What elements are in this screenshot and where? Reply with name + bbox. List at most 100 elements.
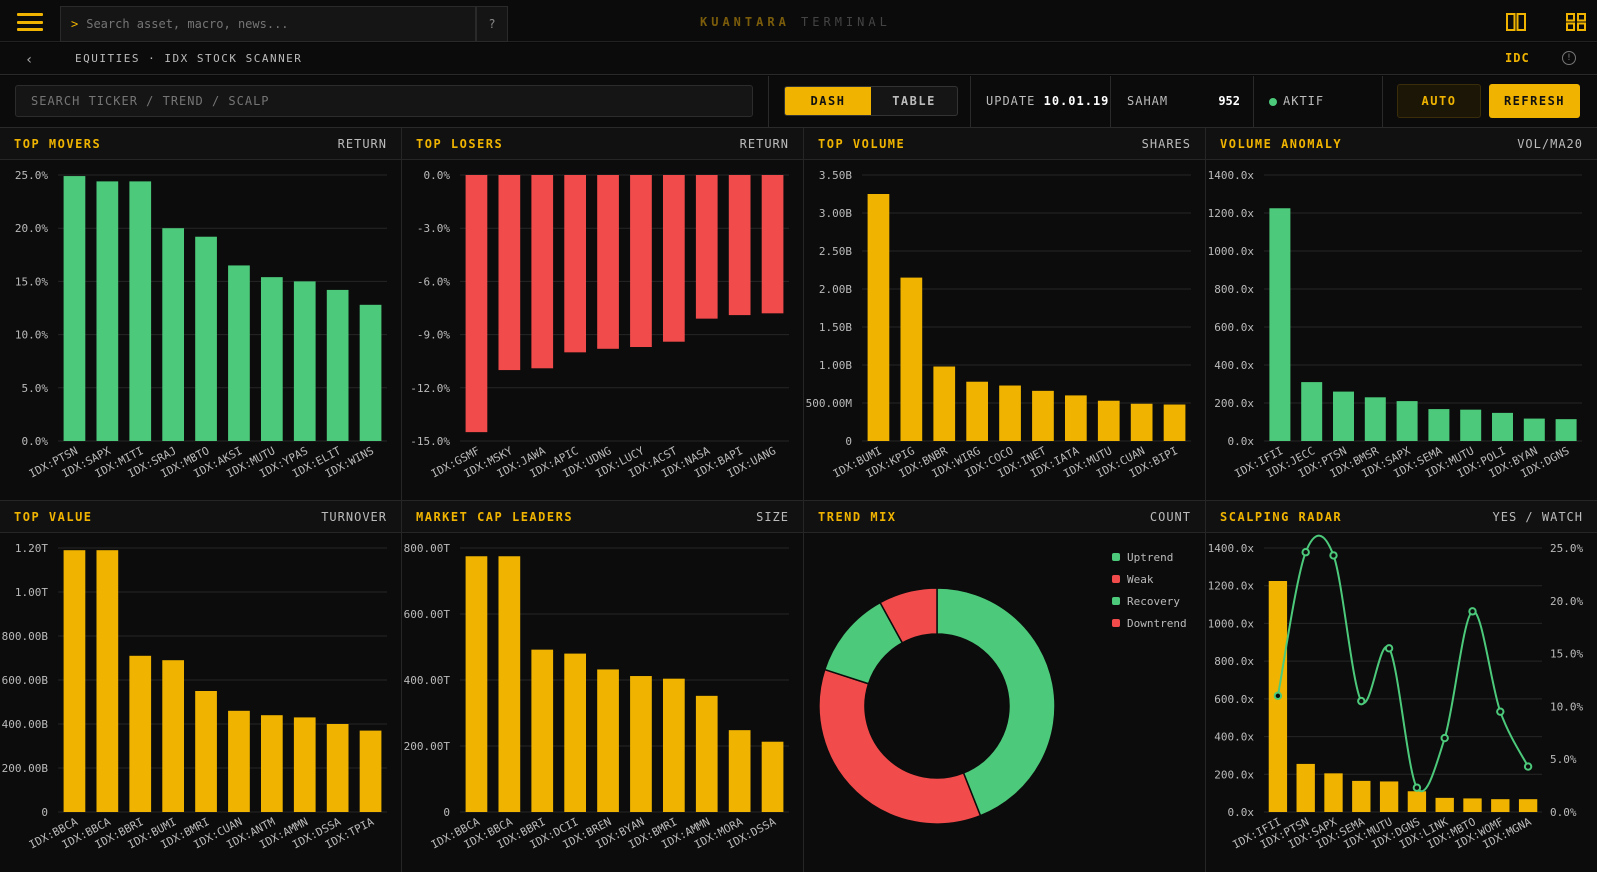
bar <box>1555 419 1577 441</box>
back-chevron-icon[interactable]: ‹ <box>25 52 34 68</box>
y-tick-label: 500.00M <box>806 397 853 410</box>
y-tick-label: 400.00B <box>2 718 49 731</box>
help-button[interactable]: ? <box>476 6 508 42</box>
bar <box>96 550 119 812</box>
bar <box>1032 390 1054 441</box>
bar <box>1333 391 1354 441</box>
menu-icon[interactable] <box>17 13 43 31</box>
bar <box>1269 208 1291 441</box>
legend-swatch <box>1112 553 1120 561</box>
y-tick-label: 0.0% <box>22 435 49 448</box>
saham-label: SAHAM <box>1127 94 1169 108</box>
panel-tag: SHARES <box>1141 137 1191 151</box>
divider <box>768 76 769 128</box>
bar <box>1296 763 1315 812</box>
top-movers-chart: 0.0%5.0%10.0%15.0%20.0%25.0%IDX:PTSNIDX:… <box>15 169 387 481</box>
bar <box>465 175 488 433</box>
bar <box>1396 401 1418 441</box>
bar <box>1097 400 1120 441</box>
panel-top-value: TOP VALUE TURNOVER 0 200.00B 400.00B 600.00B… <box>0 501 402 872</box>
saham-count: 952 <box>1218 94 1240 108</box>
pie-slice <box>879 587 938 644</box>
legend-label: Recovery <box>1127 595 1180 608</box>
panel-tag: RETURN <box>739 137 789 151</box>
divider <box>970 76 971 128</box>
page-title: EQUITIES · IDX STOCK SCANNER <box>75 52 303 65</box>
view-toggle: DASH TABLE <box>784 86 958 116</box>
region-label: IDC <box>1505 51 1530 65</box>
y-tick-label: 1000.0x <box>1208 245 1255 258</box>
y-tick-label: 20.0% <box>15 222 48 235</box>
y-tick-label: 5.0% <box>22 382 49 395</box>
command-bar[interactable]: > <box>60 6 476 42</box>
ticker-search-input[interactable] <box>15 85 753 117</box>
y-tick-label: 600.0x <box>1214 693 1254 706</box>
bar <box>900 277 923 441</box>
bar <box>228 265 250 441</box>
panel-header: TOP LOSERS RETURN <box>402 128 803 160</box>
panel-header: TOP VALUE TURNOVER <box>0 501 401 533</box>
y2-tick-label: 15.0% <box>1550 648 1583 661</box>
volume-anomaly-chart: 0.0x 200.0x 400.0x 600.0x 800.0x 1000.0x 1200.… <box>1208 169 1582 481</box>
y-tick-label: -6.0% <box>417 275 450 288</box>
bar <box>1435 797 1454 812</box>
refresh-button[interactable]: REFRESH <box>1489 84 1580 118</box>
y2-tick-label: 25.0% <box>1550 542 1583 555</box>
panel-tag: SIZE <box>756 510 789 524</box>
command-search-input[interactable] <box>86 17 467 31</box>
bar <box>195 691 217 812</box>
y-tick-label: 3.50B <box>819 169 852 182</box>
legend-swatch <box>1112 619 1120 627</box>
panel-tag: RETURN <box>337 137 387 151</box>
panel-header: VOLUME ANOMALY VOL/MA20 <box>1206 128 1597 160</box>
panel-title: SCALPING RADAR <box>1220 510 1343 524</box>
pie-slice <box>818 668 982 825</box>
bar <box>63 176 86 441</box>
bar <box>1379 781 1399 812</box>
bar <box>63 550 86 812</box>
bar <box>498 175 521 371</box>
panel-header: MARKET CAP LEADERS SIZE <box>402 501 803 533</box>
grid-view-icon[interactable] <box>1566 13 1586 31</box>
y-tick-label: 0.0% <box>424 169 451 182</box>
panel-header: TOP MOVERS RETURN <box>0 128 401 160</box>
panel-volume-anomaly: VOLUME ANOMALY VOL/MA20 0.0x 200.0x 400.0x 6… <box>1206 128 1597 501</box>
y-tick-label: 1200.0x <box>1208 580 1255 593</box>
divider <box>1253 76 1254 128</box>
split-view-icon[interactable] <box>1506 13 1526 31</box>
bar <box>531 649 554 812</box>
app-brand: KUANTARA TERMINAL <box>700 15 891 29</box>
panel-header: TOP VOLUME SHARES <box>804 128 1205 160</box>
y-tick-label: 0.0x <box>1228 806 1255 819</box>
bar <box>728 175 751 316</box>
line-point <box>1468 607 1477 616</box>
bar <box>597 175 619 349</box>
y-tick-label: 10.0% <box>15 329 48 342</box>
bar <box>195 236 217 441</box>
update-time: UPDATE 10.01.19 <box>986 94 1109 108</box>
breadcrumb: ‹ EQUITIES · IDX STOCK SCANNER IDC ! <box>0 43 1597 75</box>
status-dot-icon <box>1269 98 1277 106</box>
y-tick-label: 15.0% <box>15 275 48 288</box>
panel-tag: YES / WATCH <box>1492 510 1583 524</box>
bar <box>162 660 185 812</box>
divider <box>1110 76 1111 128</box>
y-tick-label: 800.00T <box>404 542 451 555</box>
panel-title: VOLUME ANOMALY <box>1220 137 1343 151</box>
bar <box>1324 773 1343 812</box>
bar <box>96 181 119 441</box>
y-tick-label: 400.0x <box>1214 359 1254 372</box>
info-icon[interactable]: ! <box>1562 51 1576 65</box>
y-tick-label: 800.0x <box>1214 655 1254 668</box>
y-tick-label: 1.20T <box>15 542 48 555</box>
panel-header: TREND MIX COUNT <box>804 501 1205 533</box>
line-point <box>1412 783 1422 792</box>
auto-button[interactable]: AUTO <box>1397 84 1481 118</box>
bar <box>129 181 152 441</box>
pie-slice <box>936 587 1056 817</box>
bar <box>1064 395 1087 441</box>
tab-dash[interactable]: DASH <box>785 87 871 115</box>
line-point <box>1384 644 1394 653</box>
tab-table[interactable]: TABLE <box>892 94 936 108</box>
y-tick-label: 1.50B <box>819 321 852 334</box>
